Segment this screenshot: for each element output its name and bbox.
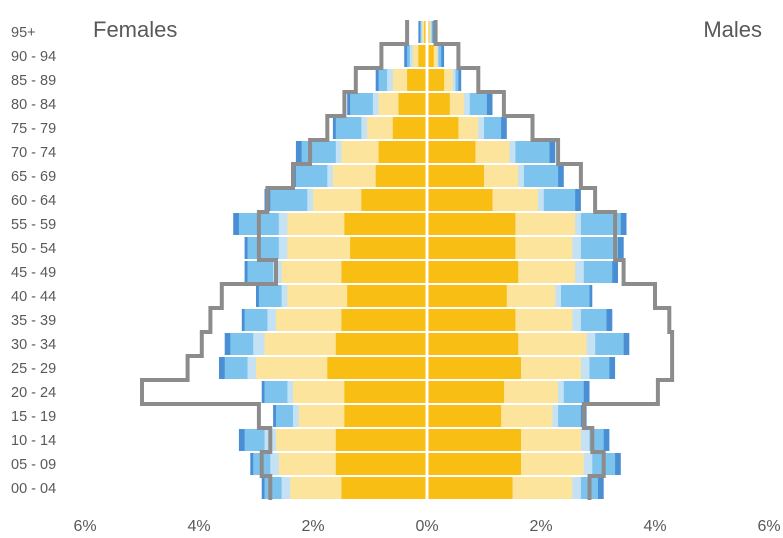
females-inner-bar-16 (398, 93, 427, 115)
males-inner-bar-5 (427, 357, 521, 379)
females-inner-bar-6 (335, 333, 427, 355)
females-inner-bar-9 (341, 261, 427, 283)
males-inner-bar-6 (427, 333, 519, 355)
age-label-0: 00 - 04 (11, 481, 56, 497)
age-label-19: 95+ (11, 25, 36, 41)
females-inner-bar-12 (361, 189, 427, 211)
males-inner-bar-13 (427, 165, 484, 187)
males-inner-bar-4 (427, 381, 504, 403)
females-inner-bar-15 (392, 117, 427, 139)
age-label-6: 30 - 34 (11, 337, 56, 353)
age-label-14: 70 - 74 (11, 145, 56, 161)
age-label-10: 50 - 54 (11, 241, 56, 257)
females-inner-bar-13 (375, 165, 427, 187)
outline-layer (140, 20, 675, 500)
age-label-15: 75 - 79 (11, 121, 56, 137)
x-tick-label-2: 2% (301, 518, 324, 535)
males-inner-bar-18 (427, 45, 434, 67)
females-inner-bar-14 (378, 141, 427, 163)
females-inner-bar-0 (341, 477, 427, 499)
females-inner-bar-5 (327, 357, 428, 379)
males-inner-bar-3 (427, 405, 502, 427)
females-title: Females (93, 17, 177, 42)
females-inner-bar-1 (335, 453, 427, 475)
x-tick-label-1: 4% (187, 518, 210, 535)
age-label-2: 10 - 14 (11, 433, 56, 449)
age-label-12: 60 - 64 (11, 193, 56, 209)
age-label-7: 35 - 39 (11, 313, 56, 329)
males-inner-bar-16 (427, 93, 450, 115)
age-label-9: 45 - 49 (11, 265, 56, 281)
males-inner-bar-8 (427, 285, 507, 307)
bars-layer (219, 14, 630, 502)
females-outline-line (140, 20, 410, 500)
females-inner-bar-3 (344, 405, 427, 427)
age-label-17: 85 - 89 (11, 73, 56, 89)
age-label-4: 20 - 24 (11, 385, 56, 401)
x-tick-label-3: 0% (415, 518, 438, 535)
females-inner-bar-11 (344, 213, 427, 235)
males-inner-bar-15 (427, 117, 459, 139)
males-inner-bar-9 (427, 261, 519, 283)
females-inner-bar-18 (418, 45, 427, 67)
females-inner-bar-2 (335, 429, 427, 451)
males-inner-bar-1 (427, 453, 521, 475)
females-inner-bar-17 (407, 69, 427, 91)
age-label-8: 40 - 44 (11, 289, 56, 305)
females-inner-bar-8 (347, 285, 427, 307)
males-inner-bar-7 (427, 309, 516, 331)
males-inner-bar-14 (427, 141, 476, 163)
age-label-5: 25 - 29 (11, 361, 56, 377)
females-inner-bar-10 (350, 237, 428, 259)
females-inner-bar-7 (341, 309, 427, 331)
labels-layer: 00 - 04 05 - 09 10 - 14 15 - 19 20 - 24 25 - … (11, 25, 781, 535)
males-inner-bar-17 (427, 69, 445, 91)
males-inner-bar-10 (427, 237, 516, 259)
age-label-3: 15 - 19 (11, 409, 56, 425)
x-tick-label-4: 2% (529, 518, 552, 535)
age-label-13: 65 - 69 (11, 169, 56, 185)
males-inner-bar-11 (427, 213, 516, 235)
males-inner-bar-2 (427, 429, 521, 451)
females-inner-bar-4 (344, 381, 427, 403)
males-outline-line (433, 20, 675, 500)
age-label-16: 80 - 84 (11, 97, 56, 113)
males-inner-bar-0 (427, 477, 513, 499)
x-tick-label-5: 4% (643, 518, 666, 535)
males-inner-bar-12 (427, 189, 493, 211)
x-tick-label-0: 6% (73, 518, 96, 535)
age-label-11: 55 - 59 (11, 217, 56, 233)
age-label-1: 05 - 09 (11, 457, 56, 473)
males-title: Males (703, 17, 762, 42)
age-label-18: 90 - 94 (11, 49, 56, 65)
x-tick-label-6: 6% (757, 518, 780, 535)
